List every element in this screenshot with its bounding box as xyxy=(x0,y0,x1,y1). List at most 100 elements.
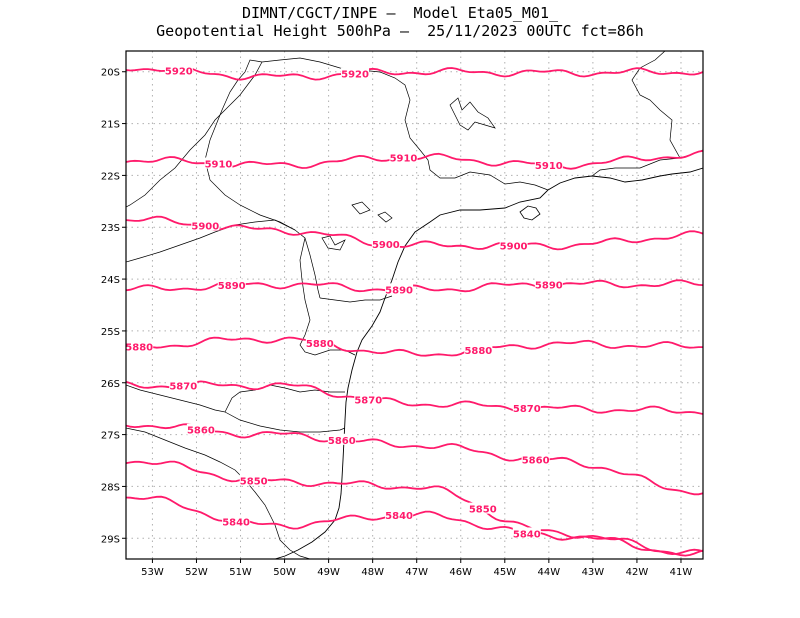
contour-label-bg xyxy=(371,238,400,250)
coastline xyxy=(274,167,703,559)
state-border xyxy=(126,219,296,263)
contour-label-bg xyxy=(125,340,154,352)
contour-label-bg xyxy=(499,239,528,251)
contour-label-bg xyxy=(385,509,414,521)
lon-tick-label: 51W xyxy=(229,567,252,578)
lon-tick-label: 47W xyxy=(405,567,428,578)
contour-label-bg xyxy=(222,515,251,527)
contour-label: 5840 xyxy=(222,517,250,528)
lon-tick-label: 42W xyxy=(626,567,649,578)
lake-outline xyxy=(449,97,496,131)
latitude-ticks: 20S 21S 22S 23S 24S 25S 26S 27S 28S 29S xyxy=(101,68,126,545)
contour-label-bg xyxy=(534,158,563,170)
lat-tick-label: 25S xyxy=(101,327,120,338)
coastlines-borders xyxy=(126,51,703,559)
lon-tick-label: 50W xyxy=(273,567,296,578)
lake-outline xyxy=(377,211,393,223)
contour-label-bg xyxy=(512,402,541,414)
lake-outline xyxy=(321,235,346,251)
contour-line-5890 xyxy=(126,279,703,293)
state-border xyxy=(126,61,263,208)
contour-label-bg xyxy=(239,474,268,486)
contour-label: 5900 xyxy=(372,240,400,251)
contour-label: 5890 xyxy=(218,281,246,292)
lon-tick-label: 45W xyxy=(493,567,516,578)
contour-label: 5910 xyxy=(390,153,418,164)
contour-label: 5860 xyxy=(328,436,356,447)
state-border xyxy=(631,51,703,159)
lat-tick-label: 29S xyxy=(101,534,120,545)
contour-label: 5920 xyxy=(341,70,369,81)
country-border xyxy=(126,427,311,559)
bay-outline xyxy=(519,205,541,221)
state-border xyxy=(204,79,321,299)
lon-tick-label: 43W xyxy=(582,567,605,578)
lat-tick-label: 28S xyxy=(101,482,120,493)
lat-tick-label: 21S xyxy=(101,120,120,131)
contour-label-bg xyxy=(217,279,246,291)
grid-lines xyxy=(126,51,703,559)
contour-lines xyxy=(126,65,703,557)
map-frame xyxy=(125,50,704,560)
contour-label-bg xyxy=(468,502,497,514)
contour-label-bg xyxy=(534,278,563,290)
contour-label-bg xyxy=(305,336,334,348)
contour-label-bg xyxy=(385,283,414,295)
contour-label: 5860 xyxy=(187,426,215,437)
lake-outline xyxy=(351,201,371,215)
lat-tick-label: 20S xyxy=(101,68,120,79)
contour-label: 5840 xyxy=(385,511,413,522)
contour-label: 5840 xyxy=(513,529,541,540)
contour-line-5860 xyxy=(126,423,703,496)
contour-label-bg xyxy=(354,393,383,405)
lat-tick-label: 23S xyxy=(101,223,120,234)
contour-label: 5920 xyxy=(165,66,193,77)
contour-label: 5870 xyxy=(169,381,197,392)
contour-labels: 5920 5920 5910 5910 5910 5900 5900 5900 5890 5890… xyxy=(125,64,563,540)
contour-label-bg xyxy=(327,433,356,445)
contour-line-5900 xyxy=(126,215,703,251)
contour-line-5870 xyxy=(126,380,703,415)
contour-label-bg xyxy=(164,64,193,76)
state-border xyxy=(591,157,681,177)
contour-label-bg xyxy=(389,151,418,163)
contour-label: 5910 xyxy=(535,161,563,172)
contour-label-bg xyxy=(169,379,198,391)
contour-label-bg xyxy=(512,527,541,539)
lat-tick-label: 26S xyxy=(101,379,120,390)
contour-label: 5850 xyxy=(240,477,268,488)
lon-tick-label: 48W xyxy=(361,567,384,578)
contour-label: 5870 xyxy=(354,395,382,406)
lon-tick-label: 46W xyxy=(449,567,472,578)
contour-label: 5880 xyxy=(125,342,153,353)
lat-tick-label: 24S xyxy=(101,275,120,286)
contour-line-5840 xyxy=(126,495,703,556)
map-title-line2: Geopotential Height 500hPa – 25/11/2023 … xyxy=(156,22,644,40)
contour-label: 5900 xyxy=(500,241,528,252)
contour-label: 5900 xyxy=(191,221,219,232)
contour-label: 5910 xyxy=(205,160,233,171)
contour-label: 5860 xyxy=(522,456,550,467)
contour-label: 5870 xyxy=(513,404,541,415)
state-border xyxy=(237,57,549,191)
contour-label: 5890 xyxy=(535,280,563,291)
contour-label-bg xyxy=(464,343,493,355)
longitude-ticks: 53W 52W 51W 50W 49W 48W 47W 46W 45W 44W 43W 42W 41W xyxy=(141,559,692,578)
lat-tick-label: 27S xyxy=(101,431,120,442)
map-title-line1: DIMNT/CGCT/INPE – Model Eta05_M01_ xyxy=(241,4,559,22)
contour-label-bg xyxy=(341,67,370,79)
contour-label: 5880 xyxy=(306,339,334,350)
contour-label-bg xyxy=(191,219,220,231)
contour-line-5920 xyxy=(126,65,703,81)
country-border xyxy=(126,384,345,413)
contour-line-5880 xyxy=(126,336,703,357)
contour-label-bg xyxy=(204,157,233,169)
contour-line-5850 xyxy=(126,460,703,557)
lon-tick-label: 52W xyxy=(185,567,208,578)
state-border xyxy=(224,411,346,433)
lon-tick-label: 53W xyxy=(141,567,164,578)
contour-label: 5880 xyxy=(464,346,492,357)
contour-label: 5890 xyxy=(385,285,413,296)
state-border xyxy=(319,295,393,303)
